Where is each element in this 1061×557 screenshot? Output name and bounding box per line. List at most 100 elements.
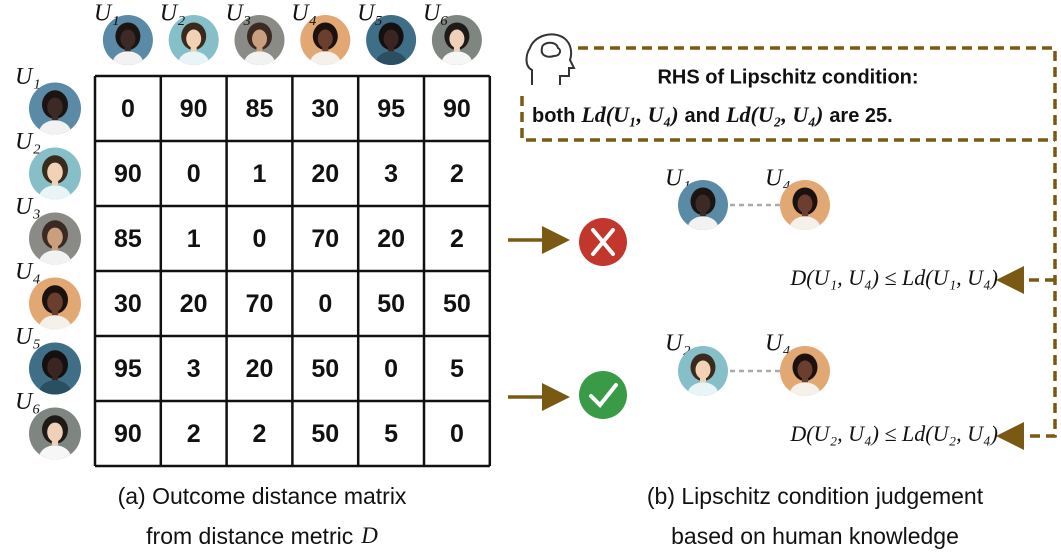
- avatar-figure: [38, 220, 72, 265]
- matrix-cell: 50: [443, 290, 471, 318]
- avatar-figure: [38, 415, 72, 460]
- matrix-cell: 0: [318, 290, 332, 318]
- matrix-cell: 70: [246, 290, 274, 318]
- rhs-statement: both Ld(U₁, U₄) and Ld(U₂, U₄) are 25.: [532, 102, 893, 127]
- avatar-body: [38, 315, 72, 330]
- avatar: [29, 212, 81, 265]
- column-label: U₂: [160, 1, 186, 27]
- statement-text: are 25.: [829, 105, 892, 127]
- matrix-cell: 90: [443, 95, 471, 123]
- avatar-face: [47, 292, 63, 312]
- matrix-cell: 50: [311, 420, 339, 448]
- statement-math: Ld(U₂, U₄): [725, 102, 823, 127]
- caption-math: D: [360, 523, 378, 548]
- avatar-face: [47, 227, 63, 247]
- avatar-face: [317, 29, 333, 48]
- avatar: [366, 15, 417, 65]
- avatar-figure: [38, 285, 72, 330]
- row-label: U₆: [15, 389, 41, 415]
- avatar: [29, 82, 81, 135]
- avatar-figure: [375, 22, 407, 65]
- rhs-heading: RHS of Lipschitz condition:: [657, 66, 918, 88]
- avatar-body: [687, 382, 719, 396]
- row-label: U₃: [15, 194, 41, 220]
- avatar-figure: [687, 353, 719, 396]
- avatar-face: [797, 360, 813, 379]
- statement-text: and: [685, 105, 721, 127]
- avatar: [780, 346, 830, 396]
- matrix-cell: 5: [450, 355, 464, 383]
- column-label: U₄: [291, 1, 317, 27]
- matrix-cell: 30: [311, 95, 339, 123]
- caption-b: (b) Lipschitz condition judgement: [647, 483, 984, 509]
- matrix-cell: 95: [377, 95, 405, 123]
- matrix-cell: 90: [114, 160, 142, 188]
- avatar: [678, 180, 728, 230]
- avatar: [678, 346, 728, 396]
- caption-text: from distance metric: [146, 523, 353, 549]
- pair-label: U₄: [765, 331, 791, 357]
- matrix-cell: 3: [384, 160, 398, 188]
- avatar-face: [449, 29, 465, 48]
- avatar-body: [441, 51, 473, 65]
- row-label: U₄: [15, 259, 41, 285]
- column-label: U₆: [423, 1, 449, 27]
- avatar-face: [120, 29, 136, 48]
- avatar: [29, 342, 81, 395]
- avatar-face: [47, 162, 63, 182]
- avatar-body: [375, 51, 407, 65]
- row-label: U₁: [15, 64, 41, 90]
- matrix-cell: 95: [114, 355, 142, 383]
- avatar-face: [47, 422, 63, 442]
- avatar: [29, 277, 81, 330]
- matrix-cell: 2: [187, 420, 201, 448]
- avatar-body: [244, 51, 275, 65]
- avatar-figure: [112, 22, 144, 65]
- caption-a: from distance metric D: [146, 523, 378, 549]
- matrix-cell: 0: [187, 160, 201, 188]
- statement-math: Ld(U₁, U₄): [580, 102, 678, 127]
- pair-label: U₄: [765, 166, 791, 192]
- avatar-figure: [789, 353, 821, 396]
- matrix-cell: 20: [377, 225, 405, 253]
- avatar-body: [38, 250, 72, 265]
- avatar: [234, 15, 285, 65]
- avatar-body: [687, 216, 719, 230]
- matrix-cell: 85: [246, 95, 274, 123]
- avatar-figure: [38, 350, 72, 395]
- avatar-figure: [687, 187, 719, 230]
- brain-icon: [525, 33, 576, 85]
- matrix-cell: 1: [253, 160, 267, 188]
- avatar-face: [383, 29, 399, 48]
- check-icon: [579, 371, 627, 419]
- matrix-cell: 0: [253, 225, 267, 253]
- matrix-cell: 20: [246, 355, 274, 383]
- matrix-cell: 2: [450, 225, 464, 253]
- matrix-cell: 0: [450, 420, 464, 448]
- avatar-face: [252, 29, 267, 48]
- avatar-face: [695, 194, 711, 213]
- matrix-cell: 20: [180, 290, 208, 318]
- avatar-face: [797, 194, 813, 213]
- column-label: U₁: [94, 1, 120, 27]
- formula: D(U₂, U₄) ≤ Ld(U₂, U₄): [789, 421, 998, 446]
- avatar-body: [38, 185, 72, 200]
- avatar-figure: [178, 22, 210, 65]
- avatar-figure: [789, 187, 821, 230]
- column-label: U₃: [226, 1, 252, 27]
- matrix-cell: 50: [311, 355, 339, 383]
- matrix-cell: 20: [311, 160, 339, 188]
- avatar-body: [38, 380, 72, 395]
- avatar: [780, 180, 830, 230]
- avatar-body: [789, 382, 821, 396]
- caption-a: (a) Outcome distance matrix: [118, 483, 407, 509]
- matrix-cell: 30: [114, 290, 142, 318]
- matrix-cell: 85: [114, 225, 142, 253]
- avatar-figure: [38, 155, 72, 200]
- row-label: U₂: [15, 129, 41, 155]
- row-label: U₅: [15, 324, 41, 350]
- matrix-cell: 1: [187, 225, 201, 253]
- pair-label: U₂: [665, 331, 691, 357]
- matrix-cell: 2: [450, 160, 464, 188]
- matrix-cell: 0: [384, 355, 398, 383]
